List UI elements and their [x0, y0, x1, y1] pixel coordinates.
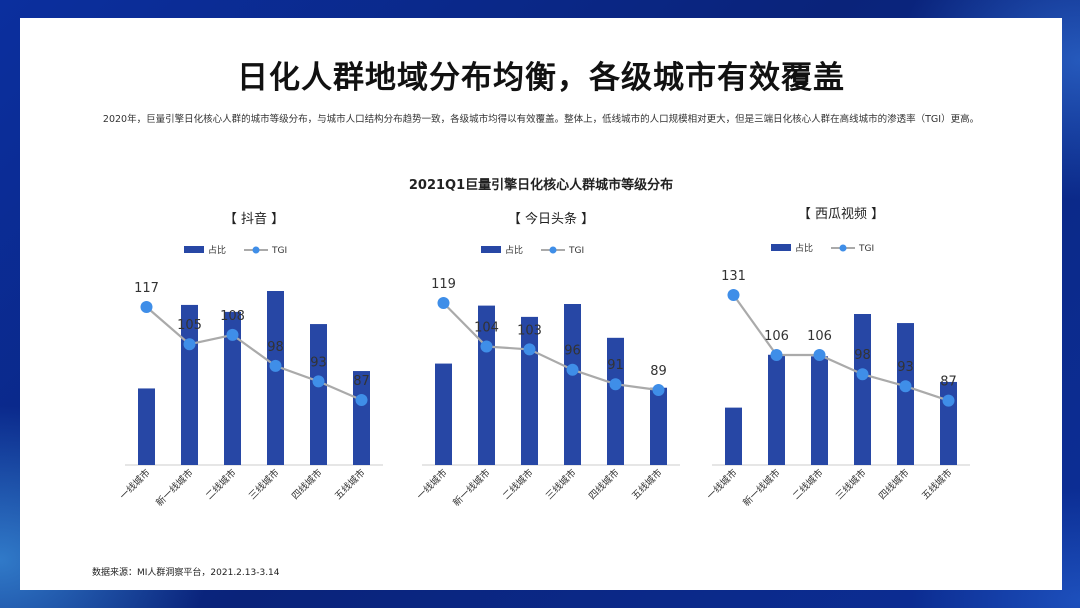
bar	[521, 316, 538, 465]
legend-bar-swatch	[481, 246, 501, 253]
tgi-data-label: 98	[854, 348, 871, 363]
tgi-data-label: 87	[353, 374, 370, 389]
bar	[353, 371, 370, 465]
category-tick-label: 一线城市	[704, 466, 740, 502]
bar	[940, 381, 957, 465]
chart-svg-douyin: 【 抖音 】占比 TGI 117 105 108 98 93 87 一线城市 新一线城市 二线城市三…	[117, 211, 383, 509]
bar	[811, 356, 828, 465]
category-tick-label: 五线城市	[919, 466, 955, 502]
tgi-point	[813, 349, 826, 361]
tgi-point	[856, 368, 869, 381]
bar	[607, 337, 624, 465]
legend-dot-swatch	[839, 244, 847, 252]
legend-label-tgi: TGI	[568, 246, 584, 256]
category-tick-label: 五线城市	[332, 466, 368, 502]
data-source-note: 数据来源：MI人群洞察平台，2021.2.13-3.14	[92, 568, 280, 578]
category-tick-label: 五线城市	[629, 466, 665, 502]
tgi-point	[355, 394, 368, 406]
category-tick-label: 一线城市	[117, 466, 153, 502]
page-subtitle: 2020年，巨量引擎日化核心人群的城市等级分布，与城市人口结构分布趋势一致，各级…	[102, 114, 980, 125]
tgi-data-label: 108	[220, 309, 245, 324]
tgi-point	[899, 380, 912, 393]
tgi-point	[140, 301, 153, 313]
tgi-data-label: 106	[764, 329, 789, 344]
legend-label-share: 占比	[795, 242, 813, 254]
category-tick-label: 三线城市	[833, 466, 869, 502]
bar	[725, 407, 742, 465]
tgi-point	[566, 363, 579, 376]
category-tick-label: 二线城市	[790, 466, 826, 502]
tgi-data-label: 103	[517, 323, 542, 338]
legend-label-share: 占比	[505, 244, 523, 256]
tgi-point	[183, 338, 196, 351]
tgi-data-label: 91	[607, 358, 624, 373]
legend-label-tgi: TGI	[271, 246, 287, 256]
panel-title: 【 西瓜视频 】	[798, 207, 884, 222]
panel-title: 【 今日头条 】	[508, 211, 594, 227]
slide-card: 日化人群地域分布均衡，各级城市有效覆盖 2020年，巨量引擎日化核心人群的城市等…	[20, 18, 1062, 590]
legend-bar-swatch	[184, 246, 204, 253]
tgi-data-label: 93	[310, 355, 327, 370]
tgi-data-label: 119	[431, 277, 456, 292]
bar	[224, 311, 241, 465]
category-tick-label: 一线城市	[414, 466, 450, 502]
bar	[310, 324, 327, 465]
category-tick-label: 新一线城市	[451, 466, 493, 508]
chart-title: 2021Q1巨量引擎日化核心人群城市等级分布	[408, 178, 674, 193]
tgi-data-label: 89	[650, 364, 667, 379]
category-tick-label: 新一线城市	[154, 466, 196, 508]
tgi-point	[727, 289, 740, 301]
bar	[267, 291, 284, 465]
bar	[768, 354, 785, 465]
tgi-point	[269, 359, 282, 372]
tgi-data-label: 131	[721, 269, 746, 284]
tgi-data-label: 106	[807, 329, 832, 344]
category-tick-label: 三线城市	[543, 466, 579, 502]
tgi-data-label: 104	[474, 321, 499, 336]
tgi-point	[942, 394, 955, 407]
bar	[435, 363, 452, 465]
tgi-data-label: 105	[177, 318, 202, 333]
chart-svg-toutiao: 【 今日头条 】占比 TGI 119 104 103 96 91 89 一线城市 新一线城市 二线城…	[414, 211, 680, 509]
tgi-point	[652, 384, 665, 396]
tgi-point	[226, 328, 239, 341]
legend-bar-swatch	[771, 244, 791, 251]
tgi-data-label: 87	[940, 375, 957, 390]
panel-title: 【 抖音 】	[224, 211, 284, 227]
chart-panel-toutiao: 【 今日头条 】占比 TGI 119 104 103 96 91 89 一线城市 新一线城市 二线城…	[402, 18, 702, 590]
tgi-line	[442, 302, 659, 392]
tgi-point	[770, 349, 783, 361]
tgi-point	[480, 340, 493, 353]
chart-panel-douyin: 【 抖音 】占比 TGI 117 105 108 98 93 87 一线城市 新一线城市 二线城市三…	[105, 18, 405, 590]
category-tick-label: 四线城市	[289, 466, 325, 502]
category-tick-label: 三线城市	[246, 466, 282, 502]
tgi-data-label: 117	[134, 281, 159, 296]
tgi-data-label: 93	[897, 360, 914, 375]
bar	[897, 323, 914, 465]
tgi-point	[437, 297, 450, 309]
tgi-point	[523, 343, 536, 356]
category-tick-label: 四线城市	[876, 466, 912, 502]
category-tick-label: 四线城市	[586, 466, 622, 502]
tgi-data-label: 98	[267, 340, 284, 355]
legend-label-share: 占比	[208, 244, 226, 256]
bar	[138, 388, 155, 465]
page-title: 日化人群地域分布均衡，各级城市有效覆盖	[237, 60, 845, 96]
bar	[564, 304, 581, 465]
chart-svg-xigua: 【 西瓜视频 】占比 TGI 131 106 106 98 93 87 一线城市 新一线城市 二线城…	[704, 207, 970, 509]
bar	[854, 314, 871, 465]
legend-label-tgi: TGI	[858, 244, 874, 254]
tgi-point	[312, 375, 325, 388]
category-tick-label: 二线城市	[500, 466, 536, 502]
legend-dot-swatch	[252, 246, 260, 254]
tgi-data-label: 96	[564, 344, 581, 359]
tgi-line	[145, 306, 362, 402]
bar	[650, 387, 667, 465]
tgi-point	[609, 378, 622, 391]
category-tick-label: 新一线城市	[741, 466, 783, 508]
tgi-line	[732, 294, 949, 402]
chart-panel-xigua: 【 西瓜视频 】占比 TGI 131 106 106 98 93 87 一线城市 新一线城市 二线城…	[692, 18, 992, 590]
category-tick-label: 二线城市	[203, 466, 239, 502]
legend-dot-swatch	[549, 246, 557, 254]
